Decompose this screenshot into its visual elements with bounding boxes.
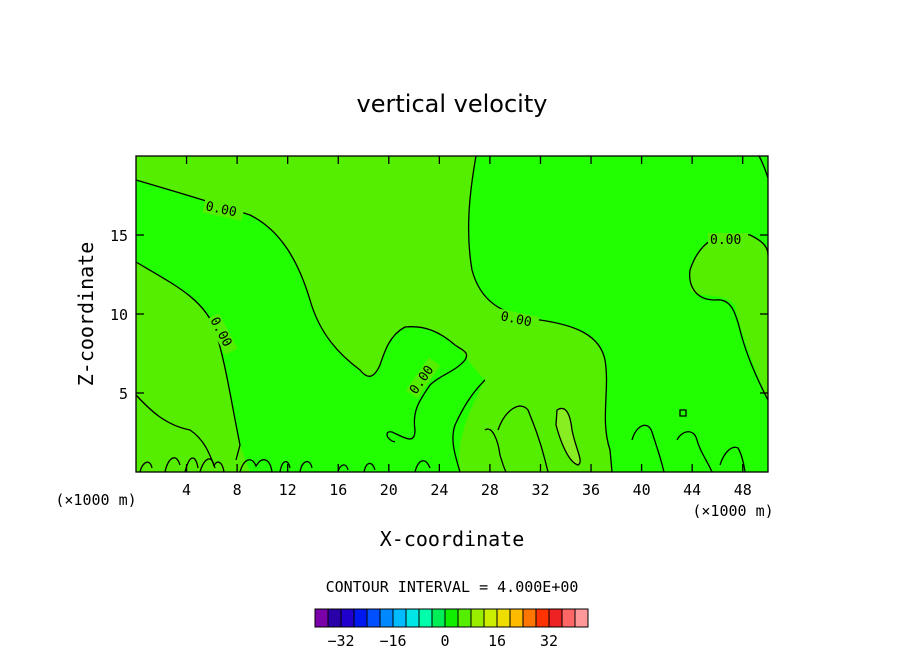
colorbar-tick-label: −16 xyxy=(379,632,406,650)
contour-label: 0.00 xyxy=(499,309,533,330)
colorbar-swatch xyxy=(405,608,420,628)
positive-region xyxy=(690,233,768,400)
colorbar-swatch xyxy=(379,608,394,628)
colorbar-swatch xyxy=(457,608,472,628)
colorbar-swatch xyxy=(483,608,498,628)
x-tick-label: 44 xyxy=(683,481,701,499)
colorbar-tick-label: 32 xyxy=(540,632,558,650)
colorbar-swatch xyxy=(444,608,459,628)
colorbar-swatch xyxy=(366,608,381,628)
y-tick-label: 5 xyxy=(119,385,128,403)
colorbar-swatch xyxy=(548,608,563,628)
chart-title: vertical velocity xyxy=(357,90,548,118)
x-unit-left: (×1000 m) xyxy=(55,491,136,509)
x-unit-right: (×1000 m) xyxy=(692,502,773,520)
x-tick-label: 16 xyxy=(329,481,347,499)
x-tick-label: 12 xyxy=(279,481,297,499)
colorbar-swatch xyxy=(470,608,485,628)
x-tick-label: 24 xyxy=(430,481,448,499)
y-tick-label: 15 xyxy=(110,227,128,245)
x-tick-label: 20 xyxy=(380,481,398,499)
colorbar-swatch xyxy=(353,608,368,628)
contour-label: 0.00 xyxy=(204,199,238,220)
colorbar-swatch xyxy=(509,608,524,628)
y-axis: 5 10 15 xyxy=(110,227,768,403)
colorbar-swatch xyxy=(561,608,576,628)
colorbar-swatch xyxy=(418,608,433,628)
y-tick-label: 10 xyxy=(110,306,128,324)
contour-interval-text: CONTOUR INTERVAL = 4.000E+00 xyxy=(326,578,579,596)
x-tick-label: 48 xyxy=(734,481,752,499)
contour-label: 0.00 xyxy=(710,233,741,248)
colorbar xyxy=(314,608,589,628)
x-axis-label: X-coordinate xyxy=(380,527,525,551)
colorbar-swatch xyxy=(314,608,329,628)
colorbar-swatch xyxy=(496,608,511,628)
colorbar-swatch xyxy=(431,608,446,628)
x-tick-label: 36 xyxy=(582,481,600,499)
colorbar-ticks: −32 −16 0 16 32 xyxy=(327,632,558,650)
colorbar-tick-label: 0 xyxy=(440,632,449,650)
colorbar-swatch xyxy=(392,608,407,628)
colorbar-swatch xyxy=(535,608,550,628)
x-tick-label: 32 xyxy=(531,481,549,499)
colorbar-swatch xyxy=(522,608,537,628)
colorbar-tick-label: 16 xyxy=(488,632,506,650)
x-tick-label: 4 xyxy=(182,481,191,499)
weak-positive-region xyxy=(556,408,581,465)
colorbar-tick-label: −32 xyxy=(327,632,354,650)
colorbar-swatch xyxy=(340,608,355,628)
positive-region xyxy=(136,156,612,472)
x-tick-label: 28 xyxy=(481,481,499,499)
y-axis-label: Z-coordinate xyxy=(74,242,98,387)
plot-area: 0.00 0.00 0.00 0.00 0.00 xyxy=(135,155,769,473)
contour-lines xyxy=(135,155,769,473)
colorbar-swatch xyxy=(574,608,589,628)
x-axis: 4 8 12 16 20 24 28 32 36 40 44 48 xyxy=(182,156,752,499)
x-tick-label: 40 xyxy=(633,481,651,499)
x-tick-label: 8 xyxy=(233,481,242,499)
colorbar-swatch xyxy=(327,608,342,628)
